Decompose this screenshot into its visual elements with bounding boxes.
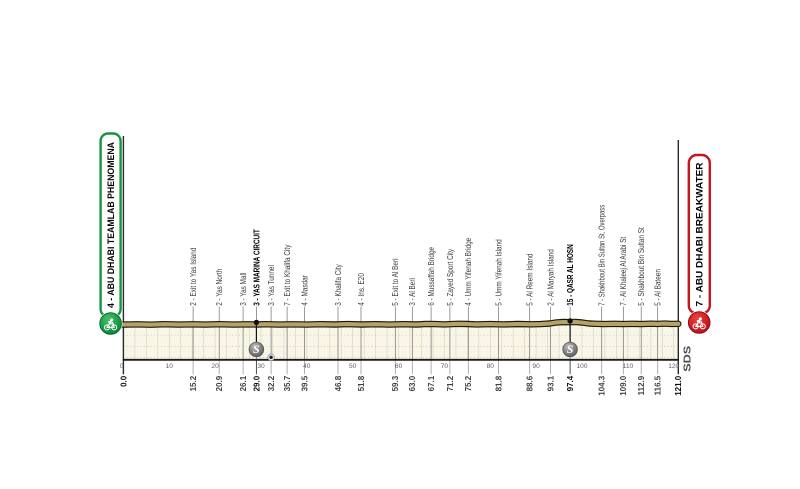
svg-text:2 - Al Maryah Island: 2 - Al Maryah Island [546,249,555,306]
svg-text:20.9: 20.9 [215,375,224,391]
svg-text:0: 0 [120,363,124,370]
svg-text:50: 50 [349,363,357,370]
svg-text:2 - Yas North: 2 - Yas North [215,269,224,306]
svg-text:2 - Exit to Yas Island: 2 - Exit to Yas Island [189,248,198,306]
svg-text:121.0: 121.0 [674,375,683,396]
svg-text:35.7: 35.7 [283,375,292,391]
svg-text:81.8: 81.8 [494,375,503,391]
svg-text:100: 100 [576,363,587,370]
svg-text:S: S [567,342,574,356]
svg-text:15 - QASR AL HOSN: 15 - QASR AL HOSN [566,244,575,306]
svg-text:93.1: 93.1 [546,375,555,391]
svg-text:7 - Exit to Khalifa City: 7 - Exit to Khalifa City [283,245,292,306]
svg-text:7 - Al Khaleej Al Arabi St: 7 - Al Khaleej Al Arabi St [619,236,628,306]
svg-text:7 - ABU DHABI BREAKWATER: 7 - ABU DHABI BREAKWATER [694,162,705,306]
svg-text:0.0: 0.0 [119,375,128,387]
svg-text:5 - Al Bateen: 5 - Al Bateen [654,269,663,306]
svg-text:116.5: 116.5 [654,375,663,395]
svg-text:29.0: 29.0 [252,375,261,391]
svg-text:71.2: 71.2 [446,375,455,391]
svg-text:15.2: 15.2 [189,375,198,391]
svg-text:4 - Umm Yifenah Bridge: 4 - Umm Yifenah Bridge [464,237,473,305]
svg-text:80: 80 [487,363,495,370]
svg-text:SDS: SDS [683,345,694,371]
svg-text:112.9: 112.9 [637,375,646,395]
svg-text:70: 70 [441,363,449,370]
svg-text:26.1: 26.1 [239,375,248,391]
svg-text:46.8: 46.8 [334,375,343,391]
svg-text:75.2: 75.2 [464,375,473,391]
svg-text:5 - Umm Yifenah Island: 5 - Umm Yifenah Island [494,239,503,306]
svg-text:104.3: 104.3 [598,375,607,396]
svg-text:S: S [253,342,260,356]
svg-text:3 - Yas Mall: 3 - Yas Mall [239,272,248,305]
svg-text:67.1: 67.1 [427,375,436,391]
svg-text:90: 90 [532,363,540,370]
svg-text:5 - Al Reem Island: 5 - Al Reem Island [526,253,535,305]
svg-text:5 - Shakhbout Bin Sultan St: 5 - Shakhbout Bin Sultan St [637,227,646,306]
svg-text:3 - Yas Tunnel: 3 - Yas Tunnel [267,265,276,306]
svg-text:51.8: 51.8 [357,375,366,391]
svg-text:110: 110 [623,363,634,370]
svg-text:39.5: 39.5 [300,375,309,391]
svg-text:3 - YAS MARINA CIRCUIT: 3 - YAS MARINA CIRCUIT [252,229,261,306]
svg-text:109.0: 109.0 [619,375,628,396]
svg-text:4 - ABU DHABI TEAMLAB PHENOMEN: 4 - ABU DHABI TEAMLAB PHENOMENA [106,142,117,308]
svg-text:10: 10 [166,363,174,370]
svg-text:59.3: 59.3 [391,375,400,391]
svg-text:4 - Ins. E20: 4 - Ins. E20 [357,273,366,306]
svg-text:63.0: 63.0 [408,375,417,391]
svg-text:4 - Masdar: 4 - Masdar [300,275,309,306]
svg-text:6 - Mussaffah Bridge: 6 - Mussaffah Bridge [427,246,436,305]
svg-text:60: 60 [395,363,403,370]
svg-text:20: 20 [211,363,219,370]
svg-text:40: 40 [303,363,311,370]
svg-text:97.4: 97.4 [566,375,575,391]
svg-text:3 - Al Beri: 3 - Al Beri [408,278,417,306]
svg-text:32.2: 32.2 [267,375,276,391]
svg-text:7 - Shakhbout Bin Sultan St. O: 7 - Shakhbout Bin Sultan St. Overpass [598,205,607,306]
svg-text:5 - Exit to Al Beri: 5 - Exit to Al Beri [391,258,400,305]
svg-text:120: 120 [668,363,679,370]
svg-text:5 - Zayed Sport City: 5 - Zayed Sport City [446,249,455,306]
svg-text:88.6: 88.6 [526,375,535,391]
svg-text:30: 30 [257,363,265,370]
svg-text:3 - Khalifa City: 3 - Khalifa City [334,264,343,306]
